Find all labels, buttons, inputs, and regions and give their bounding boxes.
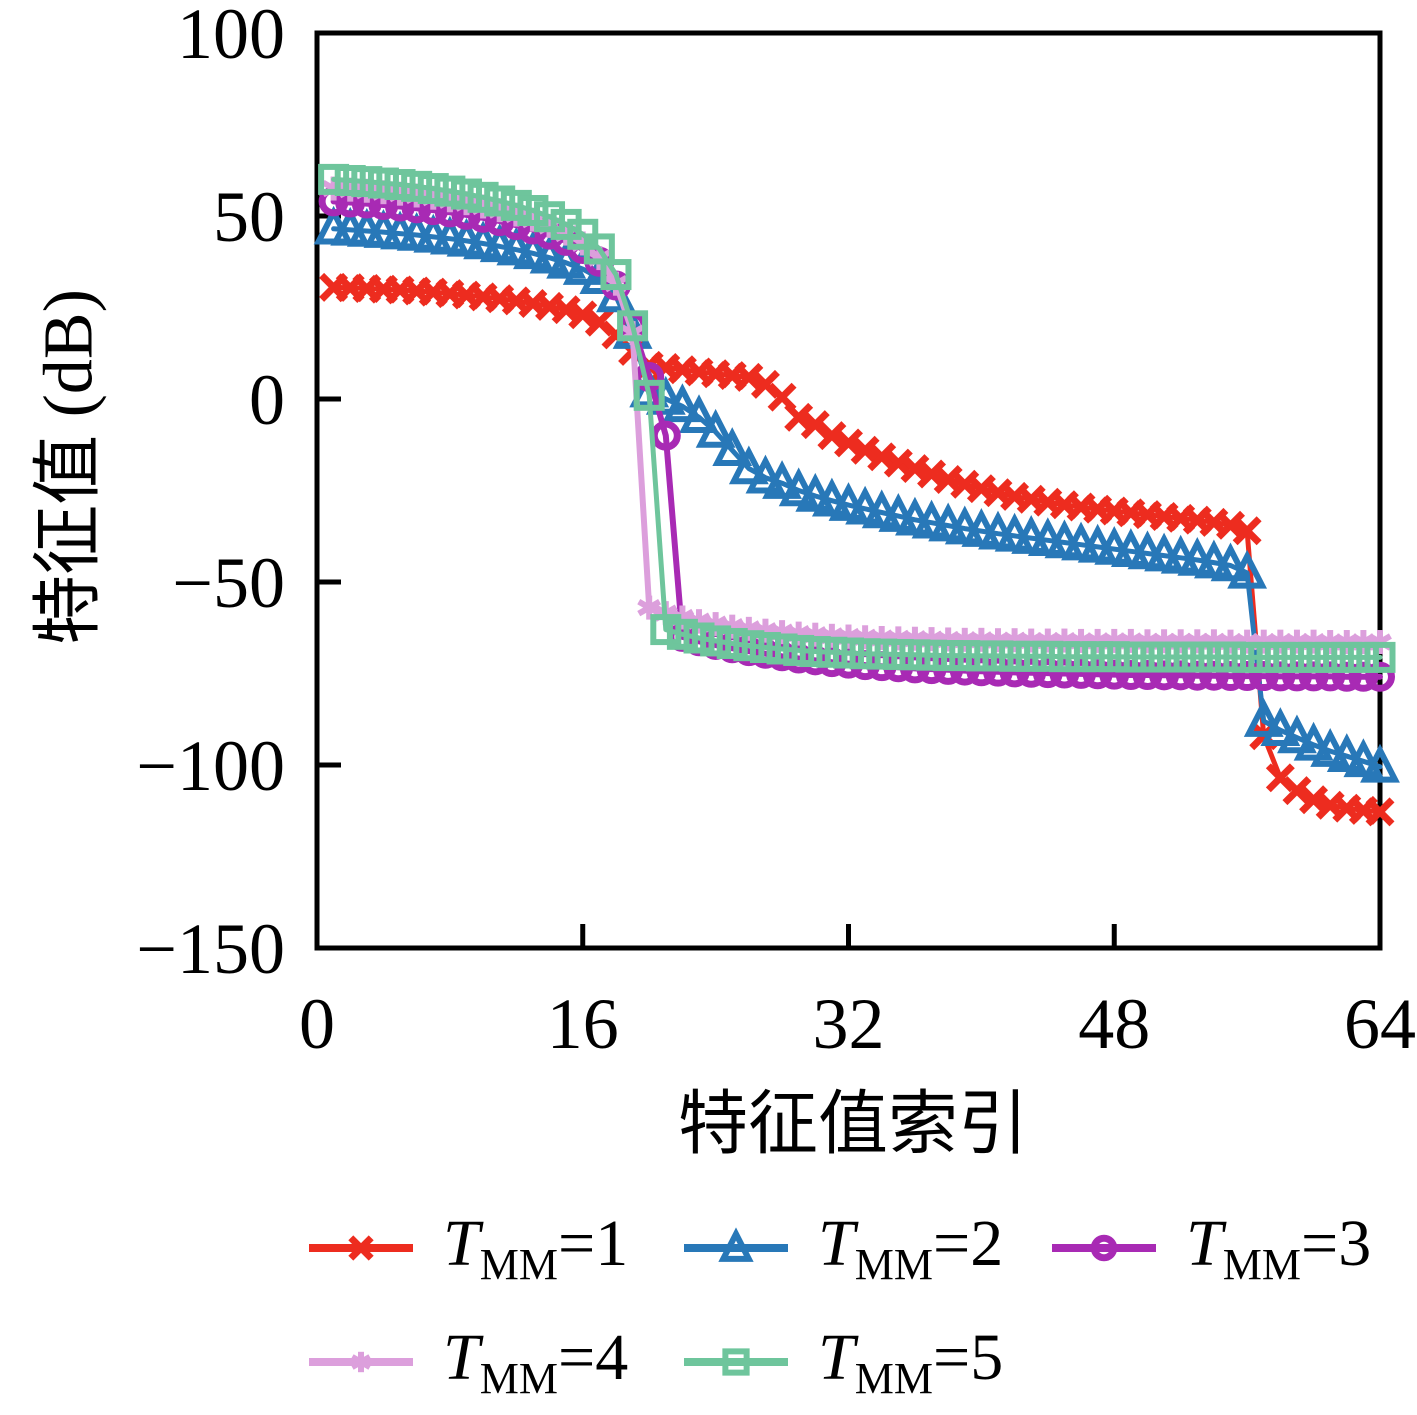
legend-item-tmm-5: TMM=5	[680, 1319, 1003, 1405]
chart-plot-area: 0 16 32 48 64 100 50 0 −50 −100 −150	[136, 0, 1416, 1064]
svg-text:50: 50	[213, 177, 285, 257]
legend-label-tmm-1: TMM=1	[443, 1206, 629, 1290]
svg-text:32: 32	[813, 984, 885, 1064]
legend-marker-tmm1-icon	[309, 1235, 413, 1261]
svg-text:0: 0	[299, 984, 335, 1064]
legend-marker-tmm3-icon	[1052, 1234, 1156, 1262]
svg-text:48: 48	[1078, 984, 1150, 1064]
svg-text:64: 64	[1344, 984, 1416, 1064]
x-axis-label: 特征值索引	[678, 1086, 1028, 1164]
legend-marker-tmm5-icon	[684, 1348, 788, 1376]
legend-marker-tmm2-icon	[684, 1227, 788, 1262]
legend-label-tmm-5: TMM=5	[818, 1320, 1004, 1404]
svg-text:−50: −50	[172, 543, 285, 623]
svg-text:−150: −150	[136, 909, 285, 989]
legend-item-tmm-4: TMM=4	[305, 1319, 628, 1405]
legend-label-tmm-3: TMM=3	[1186, 1206, 1372, 1290]
legend-label-tmm-4: TMM=4	[443, 1320, 629, 1404]
legend-label-tmm-2: TMM=2	[818, 1206, 1004, 1290]
svg-text:−100: −100	[136, 726, 285, 806]
svg-text:16: 16	[547, 984, 619, 1064]
legend-item-tmm-1: TMM=1	[305, 1205, 628, 1291]
legend-item-tmm-2: TMM=2	[680, 1205, 1003, 1291]
legend-marker-tmm4-icon	[309, 1351, 413, 1373]
y-axis-label: 特征值 (dB)	[30, 289, 108, 645]
svg-text:0: 0	[249, 360, 285, 440]
legend-item-tmm-3: TMM=3	[1048, 1205, 1371, 1291]
svg-text:100: 100	[177, 0, 285, 74]
